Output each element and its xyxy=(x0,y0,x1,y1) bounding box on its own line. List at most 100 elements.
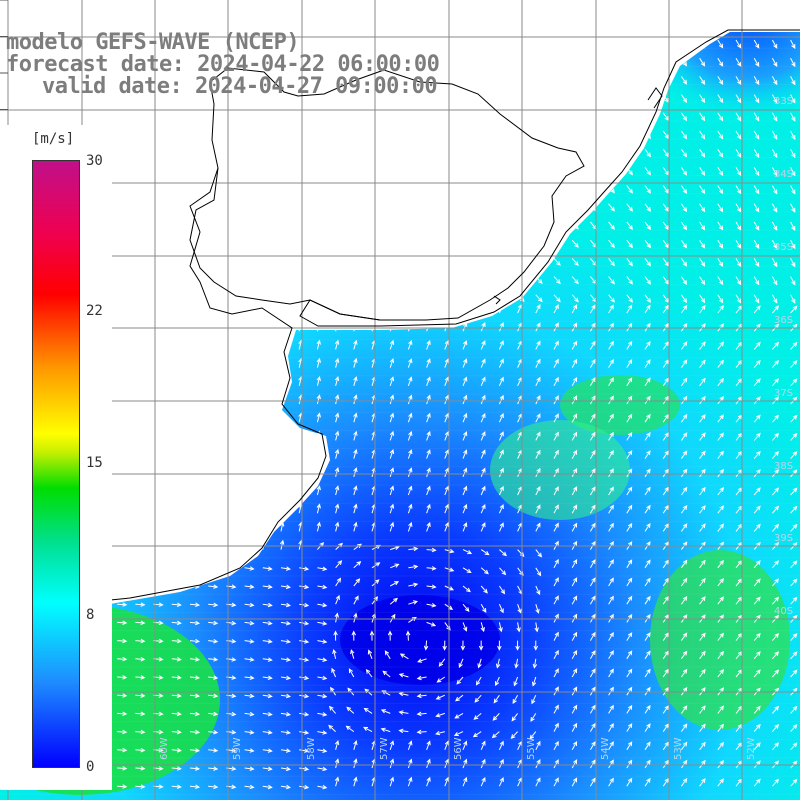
wind-arrow-head xyxy=(572,304,578,310)
wind-arrow xyxy=(571,759,578,769)
wind-arrow-head xyxy=(158,657,164,662)
wind-arrow-head xyxy=(175,295,181,300)
wind-arrow-head xyxy=(554,759,559,765)
wind-arrow-head xyxy=(536,449,541,455)
wind-arrow-head xyxy=(501,133,507,139)
wind-arrow xyxy=(680,450,688,459)
wind-arrow-head xyxy=(774,523,780,529)
wind-arrow xyxy=(608,294,615,303)
wind-arrow-head xyxy=(322,748,328,753)
wind-arrow-head xyxy=(499,340,504,346)
wind-arrow xyxy=(553,203,561,211)
wind-arrow xyxy=(499,203,507,211)
wind-arrow xyxy=(772,487,779,496)
wind-arrow-head xyxy=(609,759,614,765)
wind-arrow-head xyxy=(249,784,255,790)
wind-arrow-head xyxy=(609,340,614,346)
wind-arrow-head xyxy=(133,302,138,308)
wind-arrow-head xyxy=(610,97,615,103)
wind-arrow-head xyxy=(481,376,486,382)
wind-arrow-head xyxy=(591,358,596,364)
wind-arrow-head xyxy=(336,577,342,583)
wind-arrow-head xyxy=(463,394,468,400)
wind-arrow-head xyxy=(357,41,362,46)
wind-arrow-head xyxy=(387,630,393,636)
wind-arrow-head xyxy=(261,321,267,327)
wind-arrow xyxy=(493,694,500,703)
wind-arrow xyxy=(208,640,218,643)
wind-arrow-head xyxy=(393,260,399,265)
wind-arrow xyxy=(244,358,247,368)
wind-arrow-head xyxy=(261,412,267,418)
wind-arrow-head xyxy=(158,584,164,589)
wind-arrow xyxy=(189,449,192,459)
wind-arrow-head xyxy=(554,577,559,583)
wind-arrow-head xyxy=(501,297,507,302)
wind-arrow xyxy=(662,57,669,66)
wind-arrow-head xyxy=(188,466,193,472)
wind-arrow-head xyxy=(170,484,175,490)
wind-arrow-head xyxy=(188,302,193,308)
wind-arrow xyxy=(444,413,449,423)
wind-arrow-head xyxy=(591,395,596,401)
wind-arrow-head xyxy=(719,723,725,729)
wind-arrow xyxy=(735,167,742,176)
wind-arrow xyxy=(26,94,35,98)
wind-arrow xyxy=(171,257,181,263)
wind-arrow-head xyxy=(483,260,489,266)
wind-arrow-head xyxy=(627,577,633,583)
wind-arrow xyxy=(608,258,615,266)
wind-arrow xyxy=(680,760,688,769)
wind-arrow xyxy=(553,112,561,120)
wind-arrow-head xyxy=(628,115,633,121)
wind-arrow xyxy=(371,449,376,459)
wind-arrow-head xyxy=(719,305,725,310)
wind-arrow xyxy=(353,148,362,155)
wind-arrow xyxy=(417,658,427,663)
wind-arrow-head xyxy=(304,602,310,608)
wind-arrow-head xyxy=(122,602,128,607)
wind-arrow xyxy=(662,258,669,267)
wind-arrow-head xyxy=(756,432,761,438)
wind-arrow-head xyxy=(627,650,633,656)
colorbar-tick-label: 30 xyxy=(86,153,103,169)
wind-arrow xyxy=(735,112,742,121)
wind-arrow-head xyxy=(206,466,212,472)
wind-arrow-head xyxy=(609,577,614,583)
wind-arrow-head xyxy=(413,582,419,588)
wind-arrow-head xyxy=(213,638,219,644)
wind-arrow-head xyxy=(176,566,182,571)
wind-arrow xyxy=(753,378,761,387)
wind-arrow xyxy=(280,585,290,588)
wind-arrow-head xyxy=(627,613,633,619)
wind-arrow-head xyxy=(718,134,724,140)
wind-arrow-head xyxy=(408,303,413,309)
wind-arrow-head xyxy=(502,551,507,557)
wind-arrow-head xyxy=(472,732,478,738)
wind-arrow-head xyxy=(231,657,237,662)
wind-arrow-head xyxy=(284,113,290,119)
wind-arrow xyxy=(117,112,126,117)
wind-arrow-head xyxy=(195,766,201,771)
wind-arrow xyxy=(389,468,394,477)
wind-arrow-head xyxy=(447,278,453,284)
wind-arrow xyxy=(662,239,669,248)
wind-arrow xyxy=(135,694,145,697)
wind-arrow xyxy=(498,341,504,350)
longitude-label: 58W xyxy=(306,737,317,760)
wind-arrow-head xyxy=(316,412,321,418)
wind-arrow xyxy=(608,705,614,714)
wind-arrow xyxy=(462,377,467,386)
wind-arrow xyxy=(590,112,597,121)
wind-arrow-head xyxy=(792,560,798,566)
wind-arrow-head xyxy=(261,357,267,363)
wind-arrow xyxy=(589,559,596,569)
wind-arrow-head xyxy=(389,485,395,491)
wind-arrow-head xyxy=(774,560,780,566)
wind-arrow-head xyxy=(170,430,175,436)
wind-arrow xyxy=(699,432,706,441)
wind-arrow xyxy=(626,239,633,248)
wind-arrow-head xyxy=(426,303,431,309)
wind-arrow xyxy=(117,166,126,172)
wind-arrow-head xyxy=(115,357,120,363)
